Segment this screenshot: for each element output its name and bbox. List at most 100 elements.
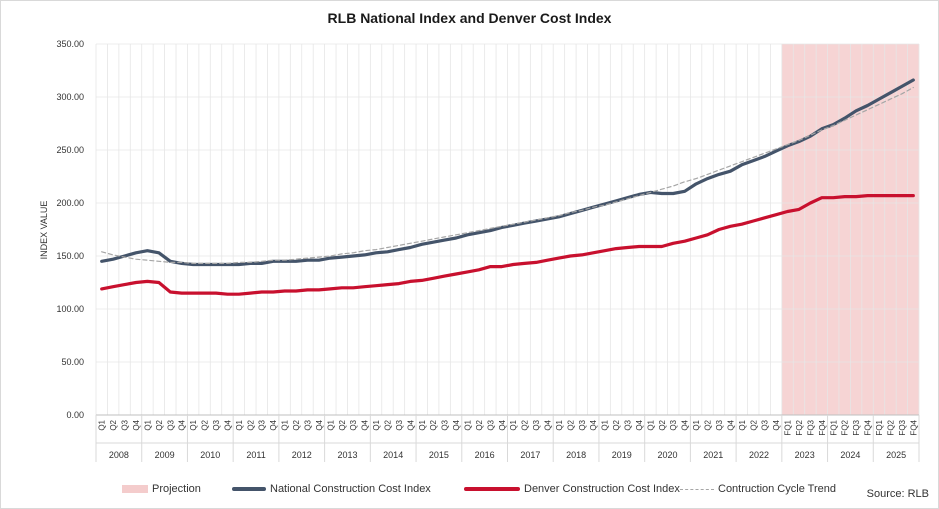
legend-label-national: National Construction Cost Index: [270, 483, 431, 495]
x-tick-label: FQ4: [818, 419, 827, 435]
y-tick-label: 200.00: [56, 198, 84, 208]
y-tick-label: 150.00: [56, 251, 84, 261]
x-tick-label: Q4: [406, 419, 415, 430]
x-tick-label: Q2: [475, 419, 484, 430]
national-swatch: [232, 487, 266, 492]
x-tick-label: Q1: [555, 419, 564, 430]
x-tick-label: Q1: [326, 419, 335, 430]
year-label: 2010: [200, 450, 220, 460]
y-axis-label: INDEX VALUE: [39, 201, 49, 260]
x-tick-label: Q3: [166, 419, 175, 430]
x-tick-label: Q1: [646, 419, 655, 430]
x-tick-label: Q4: [178, 419, 187, 430]
trend-line: [101, 86, 914, 264]
x-tick-label: Q1: [235, 419, 244, 430]
x-tick-label: Q2: [704, 419, 713, 430]
x-tick-label: FQ1: [784, 419, 793, 435]
x-tick-label: Q2: [246, 419, 255, 430]
legend-label-projection: Projection: [152, 483, 201, 495]
x-tick-label: FQ1: [875, 419, 884, 435]
year-label: 2020: [658, 450, 678, 460]
x-tick-label: Q3: [578, 419, 587, 430]
x-tick-label: Q3: [761, 419, 770, 430]
x-tick-label: Q1: [143, 419, 152, 430]
y-tick-label: 0.00: [66, 410, 84, 420]
legend-item-denver: Denver Construction Cost Index: [464, 483, 680, 495]
x-tick-label: Q1: [463, 419, 472, 430]
x-tick-label: Q4: [223, 419, 232, 430]
x-tick-label: Q4: [361, 419, 370, 430]
year-label: 2023: [795, 450, 815, 460]
x-tick-label: Q4: [589, 419, 598, 430]
x-tick-label: Q3: [303, 419, 312, 430]
x-tick-label: Q3: [486, 419, 495, 430]
x-tick-label: Q2: [155, 419, 164, 430]
x-tick-label: FQ2: [795, 419, 804, 435]
x-tick-label: Q2: [109, 419, 118, 430]
x-tick-label: Q3: [532, 419, 541, 430]
x-tick-label: Q2: [292, 419, 301, 430]
denver-line: [100, 194, 915, 296]
x-tick-label: Q4: [315, 419, 324, 430]
year-label: 2022: [749, 450, 769, 460]
x-tick-label: FQ1: [829, 419, 838, 435]
x-tick-label: Q3: [349, 419, 358, 430]
x-tick-label: Q4: [681, 419, 690, 430]
x-tick-label: Q1: [418, 419, 427, 430]
source-note: Source: RLB: [866, 488, 929, 500]
x-tick-label: Q4: [726, 419, 735, 430]
x-tick-label: Q3: [441, 419, 450, 430]
year-label: 2009: [155, 450, 175, 460]
x-tick-label: Q2: [658, 419, 667, 430]
x-tick-label: Q4: [498, 419, 507, 430]
x-tick-label: Q3: [258, 419, 267, 430]
projection-swatch: [122, 485, 148, 494]
legend-item-national: National Construction Cost Index: [232, 483, 431, 495]
legend-label-denver: Denver Construction Cost Index: [524, 483, 680, 495]
y-tick-label: 100.00: [56, 304, 84, 314]
x-tick-label: Q2: [338, 419, 347, 430]
x-tick-label: Q3: [395, 419, 404, 430]
x-tick-label: FQ3: [898, 419, 907, 435]
x-tick-label: Q1: [189, 419, 198, 430]
y-tick-label: 250.00: [56, 145, 84, 155]
legend-item-projection: Projection: [122, 483, 201, 495]
x-tick-label: Q2: [201, 419, 210, 430]
x-tick-label: FQ3: [806, 419, 815, 435]
x-tick-label: Q2: [429, 419, 438, 430]
x-tick-label: FQ2: [886, 419, 895, 435]
x-tick-label: Q1: [98, 419, 107, 430]
x-tick-label: Q1: [281, 419, 290, 430]
year-label: 2021: [703, 450, 723, 460]
x-tick-label: Q1: [738, 419, 747, 430]
x-tick-label: Q3: [715, 419, 724, 430]
x-tick-label: Q3: [212, 419, 221, 430]
x-tick-label: FQ4: [909, 419, 918, 435]
x-tick-label: Q1: [601, 419, 610, 430]
year-label: 2019: [612, 450, 632, 460]
x-tick-label: Q4: [544, 419, 553, 430]
x-tick-label: Q1: [372, 419, 381, 430]
x-tick-label: FQ3: [852, 419, 861, 435]
x-tick-label: FQ2: [841, 419, 850, 435]
x-tick-label: Q2: [521, 419, 530, 430]
x-tick-label: Q4: [269, 419, 278, 430]
x-tick-label: FQ4: [864, 419, 873, 435]
year-label: 2014: [383, 450, 403, 460]
year-label: 2018: [566, 450, 586, 460]
y-tick-label: 350.00: [56, 39, 84, 49]
year-label: 2017: [520, 450, 540, 460]
x-tick-label: Q2: [383, 419, 392, 430]
national-line: [100, 78, 915, 267]
year-label: 2008: [109, 450, 129, 460]
x-tick-label: Q2: [566, 419, 575, 430]
year-label: 2011: [246, 450, 265, 460]
x-tick-label: Q4: [635, 419, 644, 430]
y-tick-label: 50.00: [61, 357, 84, 367]
x-tick-label: Q3: [669, 419, 678, 430]
trend-swatch: [680, 488, 714, 490]
x-tick-label: Q1: [509, 419, 518, 430]
x-tick-label: Q4: [452, 419, 461, 430]
x-tick-label: Q2: [612, 419, 621, 430]
year-label: 2012: [292, 450, 312, 460]
